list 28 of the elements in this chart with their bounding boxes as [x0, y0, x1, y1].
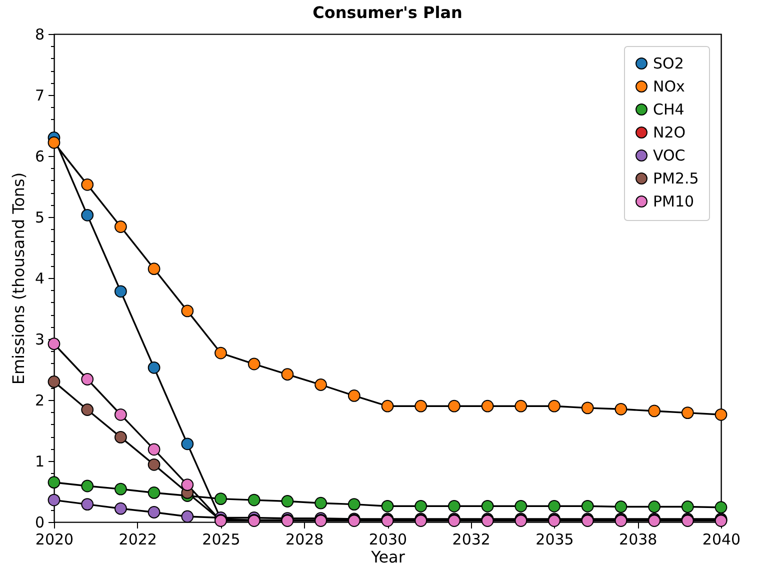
y-tick-label: 2 — [34, 392, 44, 410]
x-tick-label: 2030 — [368, 530, 408, 548]
y-tick-label: 7 — [34, 86, 44, 104]
chart-title: Consumer's Plan — [312, 3, 462, 22]
y-tick-label: 1 — [34, 452, 44, 470]
legend-label: CH4 — [653, 100, 684, 118]
x-tick-label: 2038 — [619, 530, 658, 548]
y-tick-label: 3 — [34, 330, 44, 348]
y-tick-label: 4 — [34, 270, 44, 288]
x-tick-label: 2020 — [35, 530, 74, 548]
x-axis-title: Year — [370, 548, 406, 566]
legend-label: PM2.5 — [653, 170, 699, 188]
legend-label: VOC — [653, 146, 686, 164]
y-tick-label: 5 — [34, 208, 44, 226]
y-tick-label: 6 — [34, 148, 44, 166]
x-tick-label: 2025 — [202, 530, 240, 548]
legend-label: SO2 — [653, 54, 684, 72]
y-axis-title: Emissions (thousand Tons) — [8, 172, 28, 385]
x-tick-label: 2040 — [702, 530, 741, 548]
legend-label: NOx — [653, 78, 686, 96]
y-tick-label: 0 — [34, 514, 44, 532]
y-tick-label: 8 — [34, 26, 44, 44]
x-tick-label: 2028 — [286, 530, 324, 548]
x-tick-label: 2035 — [536, 530, 574, 548]
legend-label: PM10 — [653, 192, 694, 210]
x-tick-label: 2022 — [118, 530, 157, 548]
x-tick-label: 2032 — [452, 530, 490, 548]
legend-label: N2O — [653, 124, 686, 142]
